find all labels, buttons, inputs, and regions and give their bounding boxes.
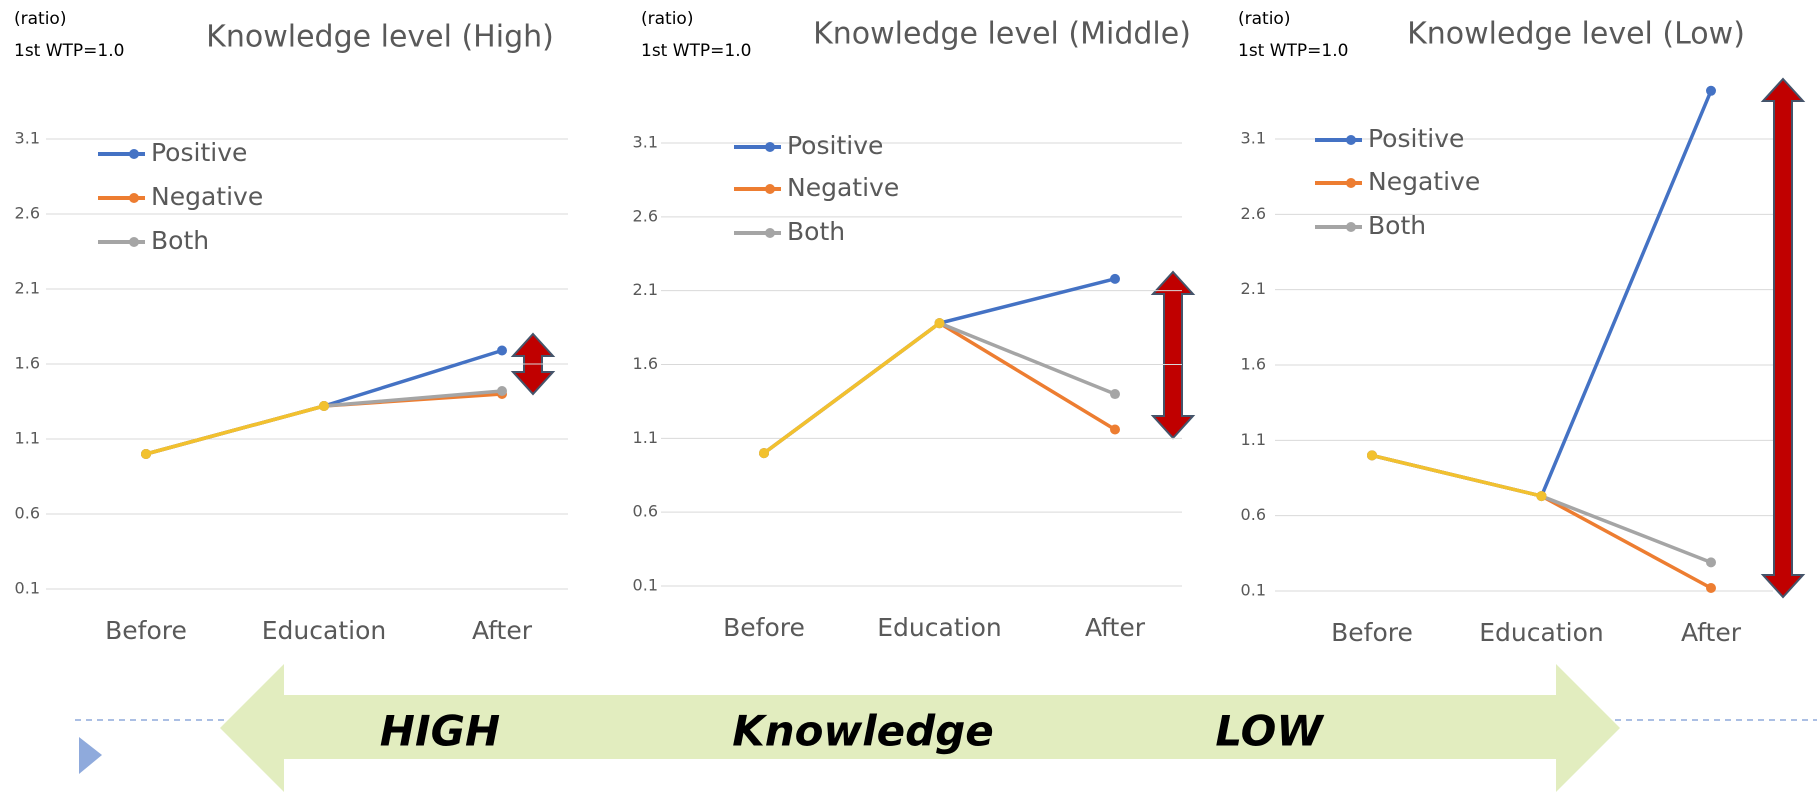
- y-tick-label: 0.6: [15, 504, 40, 523]
- y-tick-label: 2.6: [1241, 204, 1266, 223]
- x-tick-label: Education: [877, 613, 1001, 642]
- x-tick-label: Before: [105, 616, 187, 645]
- y-tick-label: 0.6: [633, 502, 658, 521]
- annotation: 1st WTP=1.0: [641, 41, 751, 61]
- series-line: [762, 321, 1116, 455]
- series-line: [1371, 453, 1712, 565]
- legend-label: Negative: [151, 182, 263, 211]
- legend-dot: [765, 184, 775, 194]
- point: [141, 449, 151, 459]
- series-line: [1371, 453, 1712, 590]
- y-tick-label: 1.6: [1241, 355, 1266, 374]
- y-tick-label: 1.1: [15, 429, 40, 448]
- y-tick-label: 2.1: [633, 280, 658, 299]
- y-tick-label: 0.1: [633, 576, 658, 595]
- legend-label: Positive: [787, 131, 883, 160]
- point: [1706, 557, 1716, 568]
- x-tick-label: After: [472, 616, 533, 645]
- bullet: [79, 737, 102, 774]
- x-tick-label: Before: [1331, 618, 1413, 647]
- chart-title: Knowledge level (Low): [1407, 17, 1745, 52]
- point: [319, 401, 329, 411]
- x-tick-label: Before: [723, 613, 805, 642]
- y-tick-label: 1.6: [633, 354, 658, 373]
- legend-dot: [765, 228, 775, 238]
- x-tick-label: After: [1085, 613, 1146, 642]
- x-tick-label: Education: [262, 616, 386, 645]
- series-line: [762, 277, 1116, 455]
- point: [1110, 424, 1120, 435]
- legend-dot: [129, 149, 139, 159]
- knowledge-arrow: [220, 664, 1620, 792]
- y-unit: (ratio): [1238, 9, 1290, 29]
- legend-label: Positive: [151, 138, 247, 167]
- y-unit: (ratio): [641, 9, 693, 29]
- legend-label: Both: [1368, 211, 1426, 240]
- series-line: [145, 389, 503, 456]
- point: [1706, 85, 1716, 96]
- point: [1367, 450, 1377, 461]
- y-tick-label: 2.6: [633, 206, 658, 225]
- x-tick-label: After: [1681, 618, 1742, 647]
- point: [497, 386, 507, 396]
- chart-title: Knowledge level (Middle): [813, 17, 1191, 52]
- legend-label: Negative: [787, 173, 899, 202]
- x-tick-label: Education: [1479, 618, 1603, 647]
- y-tick-label: 3.1: [633, 133, 658, 152]
- point: [497, 345, 507, 356]
- legend-label: Both: [787, 217, 845, 246]
- series-line: [762, 321, 941, 455]
- red-arrow: [1150, 270, 1196, 440]
- annotation: 1st WTP=1.0: [1238, 41, 1348, 61]
- y-tick-label: 3.1: [1241, 129, 1266, 148]
- legend-dot: [765, 142, 775, 152]
- point: [1706, 582, 1716, 593]
- series-line: [762, 321, 1116, 455]
- banner-left: HIGH: [380, 707, 500, 756]
- banner-middle: Knowledge: [732, 707, 994, 756]
- legend-dot: [1346, 135, 1356, 145]
- point: [759, 448, 769, 459]
- legend-dot: [129, 193, 139, 203]
- legend-label: Positive: [1368, 124, 1464, 153]
- series-line: [1371, 453, 1542, 498]
- point: [1536, 491, 1547, 502]
- red-arrow: [1760, 77, 1806, 599]
- legend-dot: [1346, 222, 1356, 232]
- y-tick-label: 0.6: [1241, 505, 1266, 524]
- y-unit: (ratio): [14, 9, 66, 29]
- y-tick-label: 2.1: [1241, 279, 1266, 298]
- series-line: [145, 404, 325, 456]
- legend-dot: [129, 237, 139, 247]
- y-tick-label: 2.1: [15, 279, 40, 298]
- y-tick-label: 1.1: [633, 428, 658, 447]
- annotation: 1st WTP=1.0: [14, 41, 124, 61]
- legend-label: Both: [151, 226, 209, 255]
- y-tick-label: 0.1: [1241, 581, 1266, 600]
- point: [1110, 389, 1120, 400]
- banner-right: LOW: [1215, 707, 1325, 756]
- legend-dot: [1346, 178, 1356, 188]
- chart-title: Knowledge level (High): [206, 20, 554, 55]
- point: [934, 318, 945, 329]
- y-tick-label: 1.1: [1241, 430, 1266, 449]
- y-tick-label: 3.1: [15, 129, 40, 148]
- y-tick-label: 2.6: [15, 204, 40, 223]
- legend-label: Negative: [1368, 167, 1480, 196]
- point: [1110, 273, 1120, 284]
- y-tick-label: 0.1: [15, 579, 40, 598]
- y-tick-label: 1.6: [15, 354, 40, 373]
